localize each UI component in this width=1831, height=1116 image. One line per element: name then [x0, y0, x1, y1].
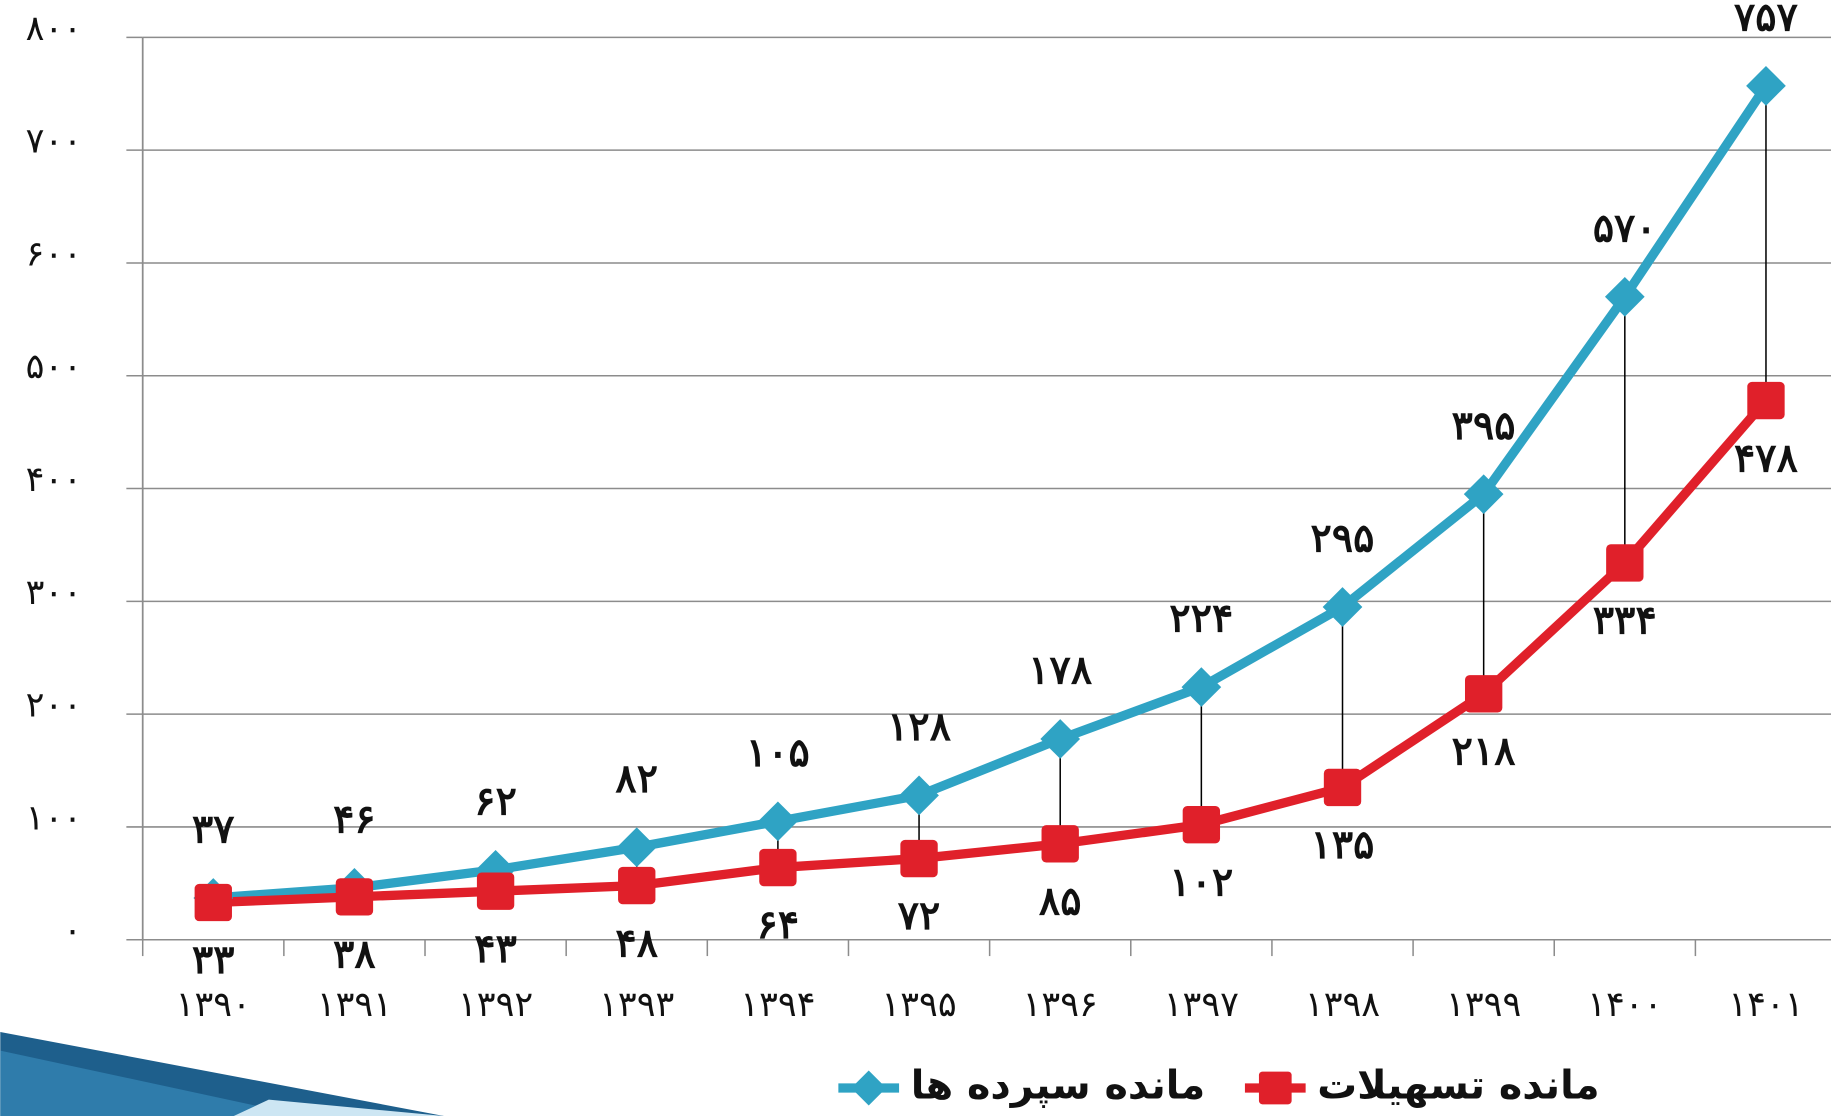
data-label: ۴۸	[615, 920, 658, 966]
data-label: ۳۹۵	[1452, 403, 1516, 449]
data-point	[900, 839, 938, 878]
data-point	[1182, 805, 1221, 844]
data-label: ۳۸	[333, 932, 376, 978]
data-label: ۶۲	[474, 778, 517, 824]
data-label: ۳۳۴	[1593, 598, 1657, 644]
data-label: ۵۷۰	[1593, 205, 1657, 251]
x-tick-label: ۱۳۹۰	[176, 984, 251, 1025]
data-label: ۱۳۵	[1311, 822, 1375, 868]
data-point	[899, 775, 939, 816]
y-tick-label: ۰	[63, 910, 82, 951]
data-point	[618, 866, 656, 905]
data-point	[1746, 66, 1786, 106]
legend-label: مانده سپرده ها	[911, 1062, 1206, 1108]
data-label: ۱۷۸	[1028, 648, 1093, 694]
y-tick-label: ۸۰۰	[26, 8, 82, 49]
data-point	[1041, 825, 1079, 863]
data-point	[1606, 544, 1644, 582]
data-point	[759, 848, 797, 887]
data-label: ۷۵۷	[1734, 0, 1799, 40]
data-label: ۱۲۸	[887, 704, 952, 750]
x-tick-label: ۱۳۹۷	[1164, 984, 1239, 1025]
data-point	[758, 801, 798, 842]
data-point	[194, 883, 232, 922]
x-tick-label: ۱۳۹۵	[881, 984, 956, 1025]
y-tick-label: ۳۰۰	[26, 572, 82, 613]
decor-wedge	[233, 1099, 444, 1116]
data-label: ۳۷	[192, 807, 235, 853]
series-line	[212, 83, 1770, 903]
legend-marker	[851, 1070, 887, 1106]
x-tick-label: ۱۳۹۸	[1305, 984, 1380, 1025]
data-point	[1040, 719, 1081, 759]
x-tick-label: ۱۳۹۴	[740, 984, 815, 1025]
x-tick-label: ۱۳۹۹	[1446, 984, 1521, 1025]
series-line	[213, 397, 1770, 908]
data-label: ۲۲۴	[1169, 596, 1233, 642]
data-point	[335, 878, 374, 916]
data-label: ۴۷۸	[1734, 435, 1799, 481]
y-tick-label: ۲۰۰	[26, 685, 82, 726]
data-point	[1463, 474, 1504, 515]
data-label: ۴۳	[474, 926, 517, 972]
legend-label: مانده تسهیلات	[1317, 1062, 1599, 1108]
data-label: ۷۲	[898, 893, 941, 939]
data-label: ۱۰۲	[1169, 859, 1233, 905]
x-tick-label: ۱۴۰۱	[1728, 984, 1803, 1025]
data-point	[476, 872, 515, 910]
data-point	[1747, 381, 1785, 420]
data-point	[616, 827, 657, 868]
data-label: ۸۵	[1039, 879, 1082, 925]
y-tick-label: ۱۰۰	[26, 797, 82, 838]
x-tick-label: ۱۳۹۳	[599, 984, 674, 1025]
data-label: ۴۶	[333, 796, 376, 842]
y-tick-label: ۷۰۰	[26, 121, 82, 162]
data-label: ۲۱۸	[1452, 729, 1517, 775]
data-point	[1322, 587, 1363, 627]
x-tick-label: ۱۳۹۲	[458, 984, 533, 1025]
data-point	[1323, 768, 1362, 807]
data-label: ۶۴	[757, 902, 800, 948]
data-point	[1181, 667, 1222, 707]
x-tick-label: ۱۳۹۱	[317, 984, 392, 1025]
data-point	[1464, 675, 1503, 713]
data-label: ۱۰۵	[746, 730, 810, 776]
data-label: ۳۳	[192, 937, 235, 983]
x-tick-label: ۱۴۰۰	[1587, 984, 1662, 1025]
data-label: ۲۹۵	[1311, 516, 1375, 562]
y-tick-label: ۴۰۰	[26, 459, 82, 500]
x-tick-label: ۱۳۹۶	[1023, 984, 1098, 1025]
legend-marker	[1258, 1071, 1292, 1105]
data-label: ۸۲	[615, 756, 658, 802]
y-tick-label: ۶۰۰	[26, 233, 82, 274]
y-tick-label: ۵۰۰	[26, 346, 82, 387]
data-point	[1604, 276, 1645, 317]
